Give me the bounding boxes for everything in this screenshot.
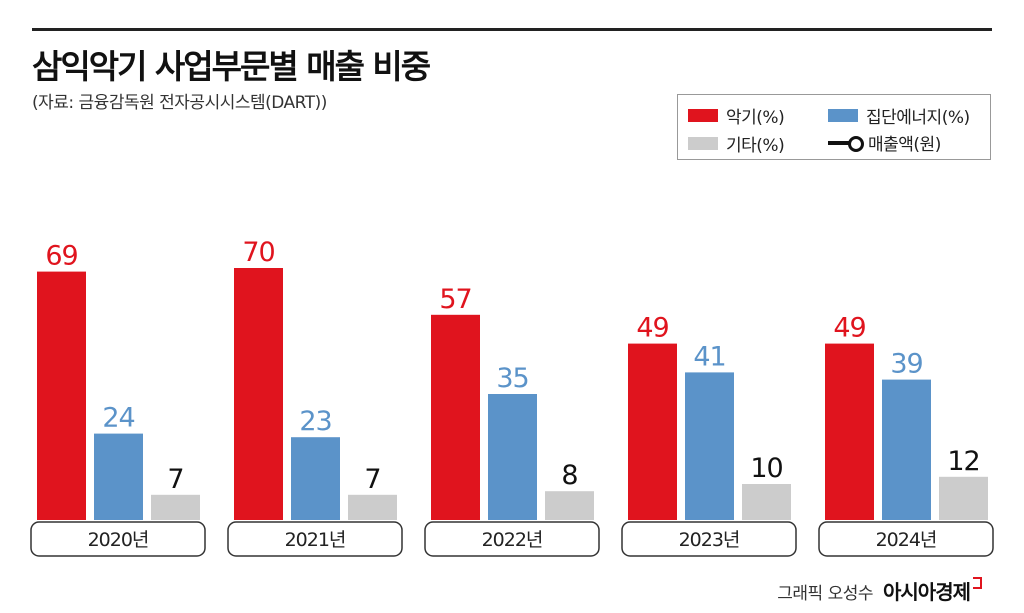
bar-instruments: [234, 268, 283, 520]
chart-source: (자료: 금융감독원 전자공시시스템(DART)): [32, 93, 327, 113]
legend-label-other: 기타(%): [726, 136, 785, 156]
bar-value-label-energy: 35: [496, 363, 528, 394]
bar-other: [151, 494, 200, 520]
bar-other: [939, 476, 988, 520]
bar-value-label-energy: 39: [890, 349, 922, 380]
category-label: 2020년: [88, 529, 149, 551]
legend-item-revenue: 매출액(원): [828, 130, 941, 155]
legend-label-revenue: 매출액(원): [868, 135, 941, 155]
category-label: 2023년: [679, 529, 740, 551]
credit-author: 그래픽 오성수: [777, 584, 873, 604]
bar-value-label-energy: 23: [299, 406, 331, 437]
bar-instruments: [37, 271, 86, 520]
bar-instruments: [431, 314, 480, 520]
bar-energy: [291, 437, 340, 520]
credit-brand-logo: 아시아경제: [883, 580, 971, 604]
bar-value-label-instruments: 49: [636, 313, 668, 344]
legend-item-other: 기타(%): [688, 131, 785, 156]
category-pill: [424, 521, 600, 557]
bar-value-label-other: 7: [364, 464, 380, 495]
bar-other: [742, 484, 791, 520]
bar-value-label-other: 12: [947, 446, 979, 477]
legend-swatch-other: [688, 137, 718, 150]
bar-value-label-instruments: 57: [439, 284, 471, 315]
chart-title: 삼익악기 사업부문별 매출 비중: [32, 47, 431, 86]
brand-mark-icon: [973, 577, 982, 589]
category-pill: [30, 521, 206, 557]
top-rule: [32, 28, 992, 31]
bar-other: [348, 494, 397, 520]
bar-value-label-energy: 24: [102, 403, 134, 434]
legend-line-marker-icon: [828, 135, 864, 152]
legend-label-energy: 집단에너지(%): [866, 108, 970, 128]
legend-label-instruments: 악기(%): [726, 108, 785, 128]
category-pill: [227, 521, 403, 557]
legend: 악기(%) 집단에너지(%) 기타(%) 매출액(원): [677, 94, 991, 160]
category-label: 2024년: [876, 529, 937, 551]
bar-instruments: [628, 343, 677, 520]
bar-energy: [488, 394, 537, 520]
category-pill: [818, 521, 994, 557]
legend-item-instruments: 악기(%): [688, 103, 785, 128]
legend-item-energy: 집단에너지(%): [828, 103, 970, 128]
credit: 그래픽 오성수 아시아경제: [777, 576, 982, 605]
bar-value-label-other: 7: [167, 464, 183, 495]
bar-value-label-other: 10: [750, 453, 782, 484]
bar-value-label-other: 8: [561, 460, 577, 491]
bar-value-label-instruments: 49: [833, 313, 865, 344]
legend-swatch-energy: [828, 109, 858, 122]
bar-value-label-instruments: 69: [45, 241, 77, 272]
legend-swatch-instruments: [688, 109, 718, 122]
category-label: 2021년: [285, 529, 346, 551]
category-label: 2022년: [482, 529, 543, 551]
bar-energy: [685, 372, 734, 520]
bar-other: [545, 491, 594, 520]
bar-energy: [882, 379, 931, 520]
category-pill: [621, 521, 797, 557]
bar-energy: [94, 433, 143, 520]
bar-value-label-instruments: 70: [242, 237, 274, 268]
bar-instruments: [825, 343, 874, 520]
bar-value-label-energy: 41: [693, 341, 725, 372]
